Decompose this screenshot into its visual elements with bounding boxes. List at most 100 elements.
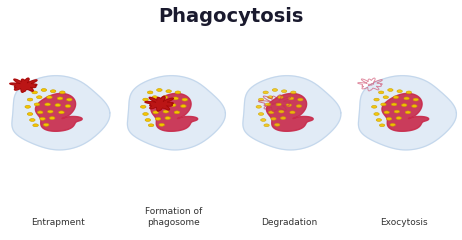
Circle shape bbox=[30, 119, 35, 121]
Circle shape bbox=[290, 111, 295, 114]
Circle shape bbox=[278, 96, 283, 99]
Circle shape bbox=[163, 110, 169, 113]
Circle shape bbox=[384, 111, 389, 114]
Circle shape bbox=[49, 117, 55, 120]
Circle shape bbox=[397, 90, 402, 93]
Circle shape bbox=[406, 91, 412, 94]
Circle shape bbox=[296, 105, 302, 108]
Circle shape bbox=[279, 110, 284, 113]
Circle shape bbox=[396, 117, 401, 120]
Circle shape bbox=[159, 123, 164, 126]
Polygon shape bbox=[10, 78, 37, 92]
Polygon shape bbox=[267, 93, 313, 131]
Polygon shape bbox=[151, 93, 198, 131]
Circle shape bbox=[381, 103, 386, 106]
Circle shape bbox=[271, 117, 276, 120]
Circle shape bbox=[276, 103, 281, 106]
Circle shape bbox=[48, 110, 53, 113]
Circle shape bbox=[388, 89, 393, 91]
Circle shape bbox=[258, 113, 264, 115]
Text: Entrapment: Entrapment bbox=[31, 218, 85, 227]
Circle shape bbox=[36, 96, 42, 99]
Circle shape bbox=[404, 97, 409, 100]
Circle shape bbox=[166, 90, 171, 93]
Circle shape bbox=[143, 113, 148, 115]
Circle shape bbox=[393, 96, 399, 99]
Circle shape bbox=[258, 98, 264, 101]
Circle shape bbox=[378, 91, 384, 94]
Circle shape bbox=[143, 98, 148, 101]
Circle shape bbox=[181, 105, 186, 108]
Circle shape bbox=[170, 104, 176, 107]
Circle shape bbox=[401, 104, 407, 107]
Polygon shape bbox=[382, 93, 429, 131]
Circle shape bbox=[173, 97, 178, 100]
Circle shape bbox=[147, 91, 153, 94]
Circle shape bbox=[264, 124, 269, 127]
Circle shape bbox=[386, 117, 392, 120]
Text: Exocytosis: Exocytosis bbox=[380, 218, 428, 227]
Circle shape bbox=[383, 96, 389, 99]
Circle shape bbox=[32, 91, 37, 94]
Circle shape bbox=[41, 89, 47, 91]
Circle shape bbox=[268, 111, 274, 114]
Circle shape bbox=[263, 91, 268, 94]
Circle shape bbox=[47, 96, 52, 99]
Circle shape bbox=[413, 98, 419, 101]
Text: Formation of
phagosome: Formation of phagosome bbox=[145, 207, 202, 227]
Circle shape bbox=[50, 90, 56, 93]
Circle shape bbox=[45, 103, 50, 106]
Circle shape bbox=[288, 97, 294, 100]
Circle shape bbox=[145, 119, 151, 121]
Polygon shape bbox=[145, 96, 173, 111]
Circle shape bbox=[67, 98, 72, 101]
Circle shape bbox=[150, 103, 155, 106]
Circle shape bbox=[27, 113, 33, 115]
Circle shape bbox=[152, 96, 158, 99]
Circle shape bbox=[165, 117, 170, 120]
Circle shape bbox=[65, 105, 71, 108]
Circle shape bbox=[25, 105, 30, 108]
Circle shape bbox=[43, 123, 49, 126]
Polygon shape bbox=[36, 93, 82, 131]
Circle shape bbox=[34, 103, 40, 106]
Text: Phagocytosis: Phagocytosis bbox=[158, 7, 304, 26]
Circle shape bbox=[155, 117, 161, 120]
Circle shape bbox=[148, 124, 154, 127]
Circle shape bbox=[267, 96, 273, 99]
Text: Degradation: Degradation bbox=[261, 218, 317, 227]
Circle shape bbox=[33, 124, 38, 127]
Circle shape bbox=[265, 103, 271, 106]
Polygon shape bbox=[243, 76, 341, 150]
Circle shape bbox=[374, 98, 379, 101]
Circle shape bbox=[162, 96, 168, 99]
Circle shape bbox=[376, 119, 382, 121]
Circle shape bbox=[157, 89, 162, 91]
Circle shape bbox=[374, 113, 379, 115]
Circle shape bbox=[37, 111, 43, 114]
Circle shape bbox=[40, 117, 45, 120]
Circle shape bbox=[272, 89, 278, 91]
Circle shape bbox=[390, 123, 395, 126]
Circle shape bbox=[280, 117, 286, 120]
Circle shape bbox=[371, 105, 377, 108]
Circle shape bbox=[182, 98, 188, 101]
Circle shape bbox=[391, 103, 397, 106]
Circle shape bbox=[298, 98, 303, 101]
Circle shape bbox=[153, 111, 158, 114]
Circle shape bbox=[405, 111, 411, 114]
Circle shape bbox=[394, 110, 400, 113]
Circle shape bbox=[175, 91, 181, 94]
Circle shape bbox=[256, 105, 261, 108]
Circle shape bbox=[379, 124, 385, 127]
Circle shape bbox=[261, 119, 266, 121]
Circle shape bbox=[55, 104, 61, 107]
Circle shape bbox=[160, 103, 166, 106]
Circle shape bbox=[286, 104, 292, 107]
Circle shape bbox=[174, 111, 180, 114]
Circle shape bbox=[412, 105, 417, 108]
Circle shape bbox=[57, 97, 63, 100]
Circle shape bbox=[281, 90, 287, 93]
Polygon shape bbox=[359, 76, 456, 150]
Circle shape bbox=[274, 123, 280, 126]
